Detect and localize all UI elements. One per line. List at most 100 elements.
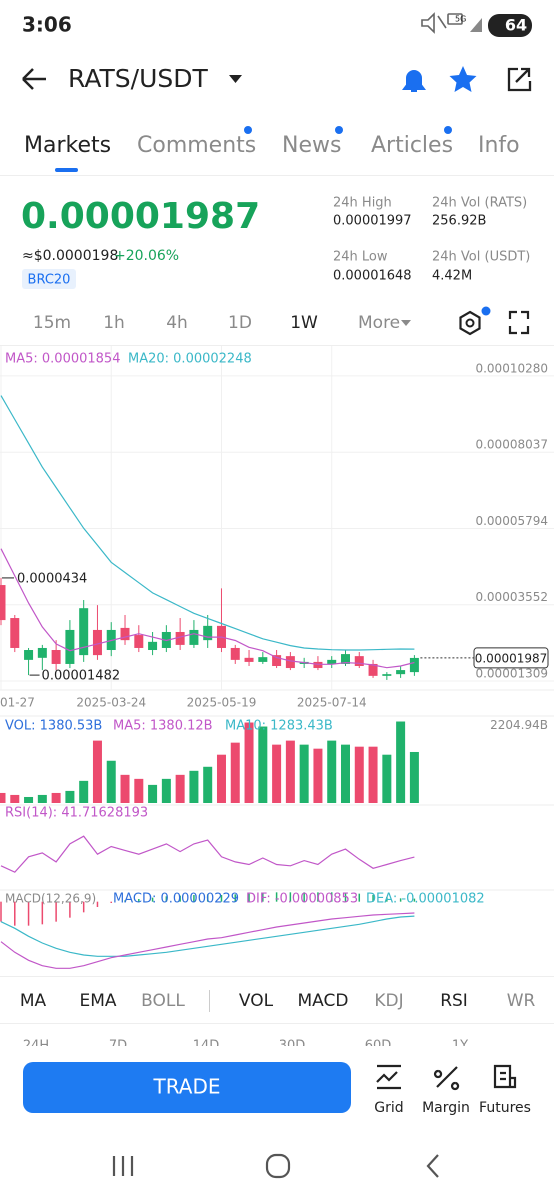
macd-hist (27, 901, 30, 926)
timeframe[interactable]: 1D (228, 313, 252, 333)
nav-home[interactable] (265, 1153, 291, 1179)
trade-label: TRADE (152, 1075, 220, 1099)
macd-hist (124, 900, 126, 902)
candle-body (313, 661, 323, 669)
low-label: 0.00001482 (42, 669, 121, 684)
badge (481, 306, 491, 316)
divider (0, 1023, 554, 1024)
vol-tick-label: 2204.94B (490, 718, 548, 732)
tool-label[interactable]: Margin (422, 1100, 470, 1116)
volume-bar (285, 740, 295, 803)
timeframe-active[interactable]: 1W (290, 313, 318, 333)
badge (244, 126, 252, 134)
tab[interactable]: Articles (371, 133, 453, 158)
badge (444, 126, 452, 134)
indicator-tab[interactable]: WR (507, 991, 536, 1011)
stat-label: 24h High (333, 196, 392, 211)
tab[interactable]: Comments (137, 133, 256, 158)
indicator-tab[interactable]: KDJ (374, 991, 403, 1011)
chart: 0.00010280 0.00008037 0.00005794 0.00003552… (0, 346, 554, 969)
indicator-tab[interactable]: MACD (298, 991, 349, 1011)
alert-button[interactable] (402, 70, 426, 92)
macd-hist (151, 897, 154, 902)
futures-icon[interactable] (493, 1064, 517, 1089)
candle-body (244, 657, 254, 662)
volume-bar (341, 744, 350, 803)
indicator-tab[interactable]: BOLL (141, 991, 185, 1011)
macd-hist (262, 893, 264, 902)
macd-hist (413, 898, 416, 902)
y-tick-label: 0.00008037 (475, 438, 548, 452)
trade-button[interactable] (23, 1062, 351, 1113)
tab-underline (55, 168, 78, 172)
volume-bar (0, 792, 6, 803)
volume-bar (24, 796, 34, 803)
candle-body (354, 656, 364, 666)
volume-bar (120, 774, 130, 803)
timeframe[interactable]: 15m (33, 313, 71, 333)
volume-bar (10, 794, 20, 803)
macd-hist (179, 895, 181, 902)
favorite-button[interactable] (449, 66, 477, 92)
ma20-label: MA20: 0.00002248 (128, 352, 252, 367)
x-tick-label: 2025-07-14 (297, 696, 367, 710)
candle-body (65, 629, 75, 664)
grid-icon[interactable] (376, 1064, 401, 1090)
ma5-line (0, 548, 415, 669)
volume-bar (175, 774, 185, 803)
current-price-box (473, 647, 549, 669)
nav-back[interactable] (426, 1154, 439, 1178)
y-tick-label: 0.00010280 (475, 361, 548, 375)
volume-bar (382, 754, 392, 803)
volume-bar (79, 780, 89, 803)
candle-body (341, 654, 350, 664)
margin-icon[interactable] (433, 1066, 460, 1091)
chart-settings[interactable] (459, 310, 481, 336)
macd-hist (193, 895, 195, 902)
candle-body (148, 641, 158, 651)
pair-dropdown[interactable] (229, 75, 242, 83)
share-button[interactable] (507, 67, 532, 92)
volume-bar (148, 784, 158, 803)
fullscreen[interactable] (508, 310, 530, 335)
timeframe[interactable]: 1h (103, 313, 125, 333)
divider (0, 976, 554, 977)
tool-label[interactable]: Futures (479, 1100, 531, 1116)
volume-bar (368, 746, 378, 803)
volume-bar (189, 770, 199, 803)
tab-active[interactable]: Markets (24, 133, 111, 158)
last-price: 0.00001987 (21, 196, 260, 237)
candle-body (10, 618, 20, 648)
indicator-tab[interactable]: MA (20, 991, 47, 1011)
volume-bar (51, 792, 61, 803)
indicator-tab[interactable]: EMA (79, 991, 116, 1011)
tab[interactable]: Info (478, 133, 520, 158)
separator (209, 990, 210, 1012)
status-icons (421, 12, 482, 34)
candle-body (203, 625, 213, 641)
nav-recents[interactable] (112, 1156, 134, 1176)
timeframe-more[interactable]: More (358, 313, 400, 333)
tab[interactable]: News (282, 133, 341, 158)
volume-bar (244, 722, 254, 803)
macd-label: MACD: 0.00000229 (113, 892, 239, 907)
macd-hist (220, 895, 223, 902)
macd-hist (110, 901, 112, 903)
volume-bar (216, 754, 226, 803)
indicator-tab[interactable]: RSI (440, 991, 468, 1011)
volume-bar (106, 760, 116, 803)
indicator-tab[interactable]: VOL (239, 991, 274, 1011)
candle-body (272, 655, 282, 666)
back-button[interactable] (22, 68, 46, 90)
volume-bar (65, 790, 75, 803)
timeframe[interactable]: 4h (166, 313, 188, 333)
stat-value: 0.00001648 (333, 269, 412, 284)
candle-body (0, 585, 6, 621)
vol-label: VOL: 1380.53B (5, 719, 102, 734)
stat-value: 4.42M (432, 269, 472, 284)
volume-bar (409, 751, 419, 803)
stat-label: 24h Low (333, 250, 388, 265)
tool-label[interactable]: Grid (374, 1100, 403, 1116)
pair-title[interactable]: RATS/USDT (68, 64, 208, 93)
volume-bar (161, 778, 171, 803)
